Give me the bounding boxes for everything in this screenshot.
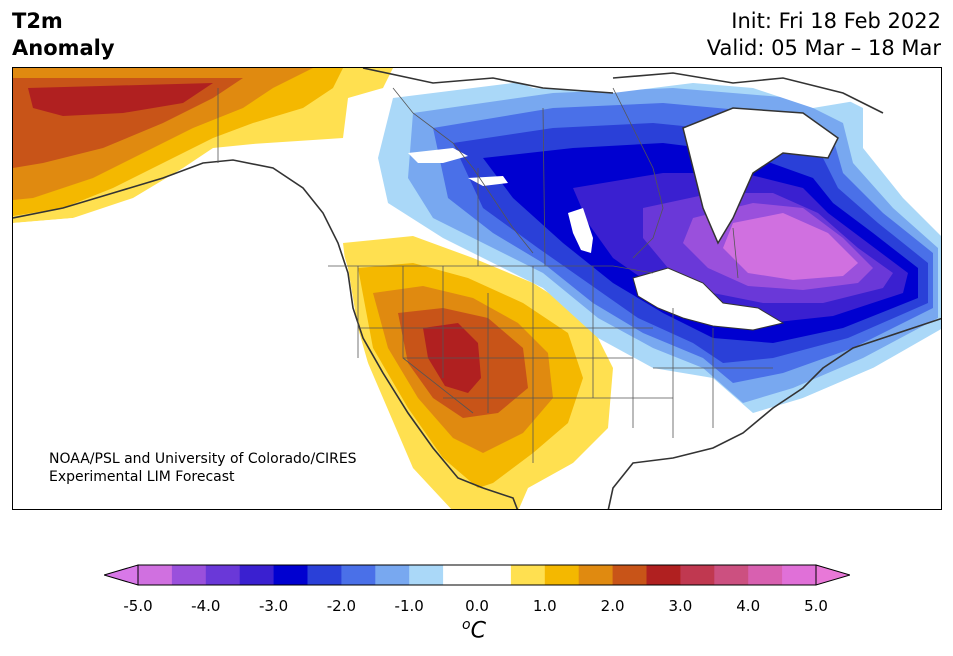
atlantic-water	[519, 348, 941, 509]
colorbar-segment	[612, 565, 647, 585]
colorbar-tick-label: 3.0	[668, 597, 693, 615]
credit-line-1: NOAA/PSL and University of Colorado/CIRE…	[49, 451, 357, 467]
map-credit: NOAA/PSL and University of Colorado/CIRE…	[49, 450, 357, 486]
colorbar-segment	[748, 565, 783, 585]
map-title: T2m Anomaly	[12, 8, 115, 62]
unit-degree: o	[462, 617, 471, 633]
unit-letter: C	[470, 618, 486, 644]
arctic-water	[483, 68, 941, 108]
colorbar-tick-label: -1.0	[394, 597, 424, 615]
colorbar-segment	[409, 565, 444, 585]
anomaly-map	[12, 67, 942, 510]
colorbar-tick-label: 4.0	[736, 597, 761, 615]
great-bear-lake	[408, 148, 468, 163]
colorbar-tick-label: 0.0	[465, 597, 489, 615]
variable-name: T2m	[12, 9, 63, 33]
colorbar-segment	[510, 565, 546, 585]
colorbar-segment	[307, 565, 342, 585]
colorbar-segment	[782, 565, 817, 585]
variable-type: Anomaly	[12, 36, 115, 60]
lake-winnipeg	[568, 208, 593, 253]
valid-range: Valid: 05 Mar – 18 Mar	[706, 36, 941, 60]
colorbar-tick-label: 2.0	[600, 597, 625, 615]
colorbar-tick-label: 5.0	[804, 597, 828, 615]
great-lakes	[632, 267, 785, 331]
colorbar-svg	[102, 564, 852, 586]
colorbar-segment	[341, 565, 376, 585]
colorbar-segment	[578, 565, 614, 585]
political-borders	[217, 87, 773, 463]
colorbar-segment	[375, 565, 410, 585]
coastlines	[13, 68, 941, 509]
colorbar-segment	[273, 565, 308, 585]
colorbar-tick-label: -3.0	[258, 597, 289, 615]
colorbar-tick-label: -2.0	[326, 597, 357, 615]
colorbar-unit: oC	[462, 617, 486, 643]
credit-line-2: Experimental LIM Forecast	[49, 469, 235, 485]
colorbar-segment	[443, 565, 478, 585]
colorbar-segment	[138, 565, 173, 585]
colorbar-segment	[171, 565, 207, 585]
alaska-warm-core	[28, 83, 213, 116]
colorbar	[102, 563, 852, 599]
init-date: Init: Fri 18 Feb 2022	[731, 9, 941, 33]
colorbar-under-arrow	[102, 564, 139, 586]
colorbar-tick-label: -5.0	[123, 597, 153, 615]
colorbar-segment	[477, 565, 512, 585]
pacific-water	[13, 163, 442, 509]
colorbar-segment	[239, 565, 275, 585]
hudson-bay	[682, 107, 839, 245]
colorbar-ticks: -5.0 -4.0 -3.0 -2.0 -1.0 0.0 1.0 2.0 3.0 4.0 5.0	[0, 597, 953, 617]
cold-magenta	[723, 213, 858, 280]
colorbar-segment	[646, 565, 681, 585]
colorbar-segment	[544, 565, 580, 585]
colorbar-segment	[680, 565, 715, 585]
colorbar-segment	[714, 565, 749, 585]
colorbar-segment	[205, 565, 241, 585]
colorbar-tick-label: 1.0	[532, 597, 557, 615]
map-canvas	[13, 68, 941, 509]
colorbar-over-arrow	[815, 564, 852, 586]
forecast-dates: Init: Fri 18 Feb 2022 Valid: 05 Mar – 18…	[707, 8, 941, 62]
colorbar-tick-label: -4.0	[191, 597, 221, 615]
